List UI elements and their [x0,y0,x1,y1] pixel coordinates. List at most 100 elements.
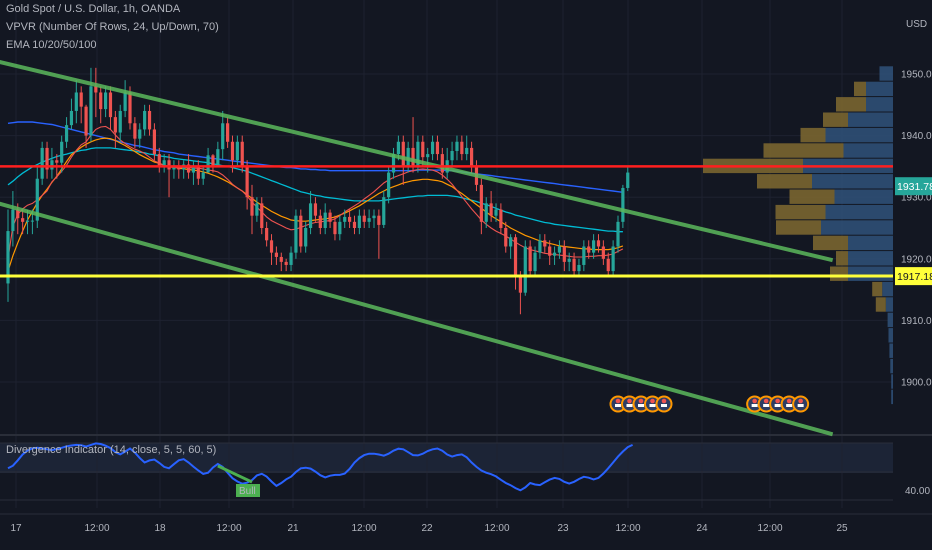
candle-115 [567,258,571,262]
candle-121 [596,240,601,247]
vpvr-up-bar-3 [848,112,893,127]
osc-tick-0: 40.00 [905,486,930,497]
candle-16 [84,106,88,136]
event-marker-a-flag-2 [638,404,644,407]
candle-39 [196,166,200,179]
vpvr-down-bar-11 [813,235,848,251]
candle-122 [601,246,605,259]
event-marker-a-flag-0 [615,404,621,407]
candle-37 [186,164,191,173]
candle-92 [455,141,459,151]
candle-105 [518,277,522,293]
divergence-legend[interactable]: Divergence Indicator (14, close, 5, 5, 6… [6,444,217,456]
candle-75 [372,215,376,219]
candle-6 [35,178,39,221]
candle-88 [435,141,440,155]
oscillator-band [0,443,893,473]
candle-61 [304,228,308,247]
currency-label: USD [906,19,927,30]
candle-10 [55,160,59,163]
candle-40 [201,172,205,179]
candle-5 [30,220,34,222]
candle-101 [499,209,503,228]
event-marker-b-flag-3 [786,404,793,407]
candle-72 [357,215,361,228]
candle-76 [377,215,381,225]
candle-46 [230,141,235,161]
time-tick-6: 22 [421,523,433,534]
time-tick-5: 12:00 [351,523,376,534]
vpvr-up-bar-8 [834,189,893,204]
candle-65 [323,212,327,228]
event-marker-b-flag-1 [763,404,770,407]
vpvr-up-bar-4 [825,127,893,143]
candle-116 [572,258,576,272]
last-price-label: 1931.785 [897,181,932,193]
time-tick-8: 23 [557,523,569,534]
candle-43 [216,149,220,167]
event-marker-a-flag-4 [661,404,667,407]
channel-lower-line [0,201,834,437]
candle-120 [592,240,596,253]
candle-95 [470,147,474,167]
candle-24 [123,92,127,111]
candle-29 [147,110,152,130]
candle-15 [79,92,83,107]
candle-71 [352,221,357,228]
vpvr-down-bar-8 [789,189,835,204]
candle-49 [245,166,249,198]
candle-63 [313,203,318,216]
candle-14 [74,92,78,111]
candle-73 [362,215,366,222]
vpvr-up-bar-21 [891,389,893,405]
vpvr-up-bar-0 [879,66,893,81]
candle-20 [104,92,108,110]
candle-48 [240,141,244,167]
candle-78 [387,172,391,198]
candle-38 [191,166,196,173]
price-tick-0: 1900.000 [901,378,932,389]
vpvr-legend[interactable]: VPVR (Number Of Rows, 24, Up/Down, 70) [6,21,219,33]
candle-21 [108,92,113,118]
time-tick-11: 12:00 [757,523,782,534]
candle-7 [40,147,44,179]
candle-2 [16,209,20,219]
event-marker-b-dot-3 [786,398,792,404]
candle-42 [211,155,215,167]
vpvr-up-bar-14 [882,281,893,297]
last-price-box [895,177,932,196]
candle-111 [548,246,552,256]
vpvr-up-bar-13 [848,266,893,281]
candle-118 [582,246,586,265]
price-tick-2: 1920.000 [901,254,932,265]
time-tick-0: 17 [10,523,22,534]
event-marker-b-dot-4 [798,398,803,404]
vpvr-down-bar-4 [800,127,826,143]
candle-109 [538,240,542,253]
vpvr-up-bar-10 [821,220,893,235]
candle-41 [206,155,210,173]
time-tick-4: 21 [287,523,299,534]
channel-upper-line [0,60,834,263]
divergence-line [7,442,634,492]
event-marker-a-dot-0 [615,398,621,404]
vpvr-up-bar-7 [812,174,893,189]
price-tick-3: 1930.000 [901,193,932,204]
event-marker-a-dot-3 [650,398,655,404]
level-price-label: 1917.189 [897,271,932,283]
candle-87 [430,141,435,155]
candle-55 [274,252,278,257]
ema-legend[interactable]: EMA 10/20/50/100 [6,39,97,51]
candle-127 [626,172,630,188]
candle-89 [440,154,444,173]
candle-104 [513,237,518,278]
vpvr-down-bar-2 [836,97,866,112]
candle-54 [269,240,274,253]
candle-68 [338,221,342,235]
event-marker-a-flag-3 [649,404,656,407]
candle-0 [6,231,10,284]
candle-69 [343,216,347,222]
candle-98 [484,203,488,222]
candle-94 [465,147,469,155]
